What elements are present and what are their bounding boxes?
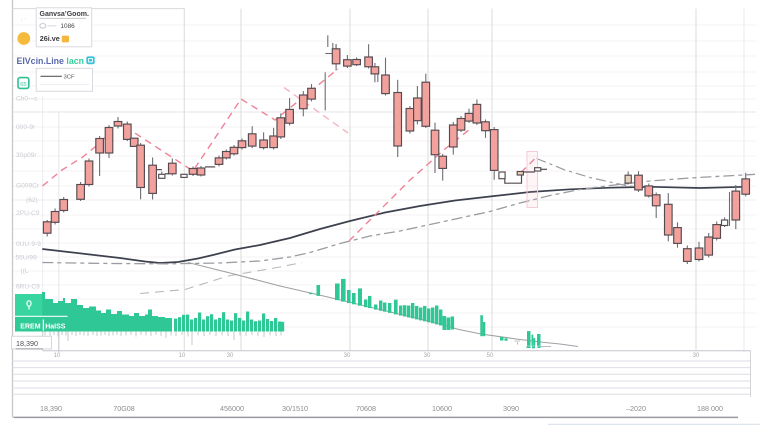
svg-text:30/1510: 30/1510 [282,404,308,413]
svg-text:30: 30 [344,353,351,359]
svg-text:(62): (62) [26,197,38,204]
svg-text:› ʴ: › ʴ [21,17,26,23]
svg-text:1086: 1086 [61,23,76,30]
svg-text:30: 30 [693,353,700,359]
svg-text:30: 30 [227,353,234,359]
svg-text:2PU-C9: 2PU-C9 [16,210,40,217]
svg-text:6RU-C9: 6RU-C9 [16,284,40,291]
svg-text:EIVcin.Line lacn: EIVcin.Line lacn [17,56,84,66]
svg-text:10: 10 [54,353,61,359]
svg-text:((L: ((L [21,268,29,275]
svg-text:10600: 10600 [432,404,452,413]
svg-text:18,390: 18,390 [16,339,38,348]
svg-text:456000: 456000 [220,404,244,413]
svg-text:70G08: 70G08 [113,404,135,413]
svg-text:0UU-9-9: 0UU-9-9 [16,241,41,248]
svg-text:30p09r: 30p09r [16,152,37,159]
svg-text:EREM: EREM [20,323,40,330]
svg-text:188 000: 188 000 [697,404,723,413]
svg-text:26i.ve: 26i.ve [40,34,60,43]
svg-text:50: 50 [487,353,494,359]
svg-text:70608: 70608 [356,404,376,413]
svg-text:30: 30 [424,353,431,359]
svg-text:3090: 3090 [503,404,519,413]
svg-text:–2020: –2020 [626,404,646,413]
svg-text:Ganvsa’Goom.: Ganvsa’Goom. [40,11,89,18]
svg-text:HaISS: HaISS [45,323,66,330]
svg-text:000-9r: 000-9r [16,124,36,131]
svg-text:55U/99: 55U/99 [16,255,38,262]
svg-text:Ch0-~s: Ch0-~s [16,96,38,103]
svg-text:10: 10 [179,353,186,359]
svg-text:G009Cr: G009Cr [16,183,40,190]
svg-text:18,390: 18,390 [40,404,62,413]
svg-text:65: 65 [20,82,26,88]
svg-text:3CF: 3CF [64,75,76,81]
